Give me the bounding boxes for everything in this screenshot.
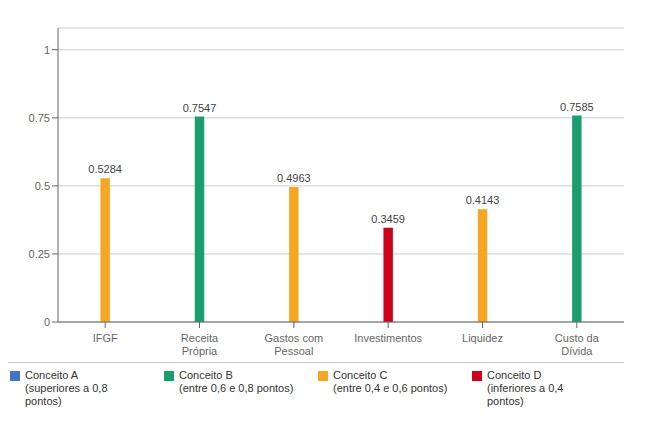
svg-text:Custo daDívida: Custo daDívida [555,332,600,357]
svg-text:Investimentos: Investimentos [354,332,422,344]
svg-text:0.75: 0.75 [29,112,50,124]
svg-text:ReceitaPrópria: ReceitaPrópria [181,332,219,357]
svg-text:0.7547: 0.7547 [183,102,217,114]
html-text:Conceito D (inferiores a 0,4 p: Conceito D (inferiores a 0,4 pontos) [487,369,564,407]
svg-text:0.25: 0.25 [29,248,50,260]
svg-text:0.7585: 0.7585 [560,101,594,113]
svg-text:0.4143: 0.4143 [466,194,500,206]
svg-text:0: 0 [44,316,50,328]
svg-text:0.4963: 0.4963 [277,172,311,184]
svg-text:Liquidez: Liquidez [462,332,503,344]
svg-text:Gastos comPessoal: Gastos comPessoal [264,332,323,357]
html-text:Conceito A (superiores a 0,8 p: Conceito A (superiores a 0,8 pontos) [25,369,108,407]
svg-text:0.5: 0.5 [35,180,50,192]
svg-text:IFGF: IFGF [93,332,118,344]
html-text:Conceito C (entre 0,4 e 0,6 po: Conceito C (entre 0,4 e 0,6 pontos) [333,369,448,394]
svg-text:0.3459: 0.3459 [371,213,405,225]
svg-text:0.5284: 0.5284 [88,163,122,175]
html-text:Conceito B (entre 0,6 e 0,8 po: Conceito B (entre 0,6 e 0,8 pontos) [179,369,294,394]
svg-text:1: 1 [44,44,50,56]
